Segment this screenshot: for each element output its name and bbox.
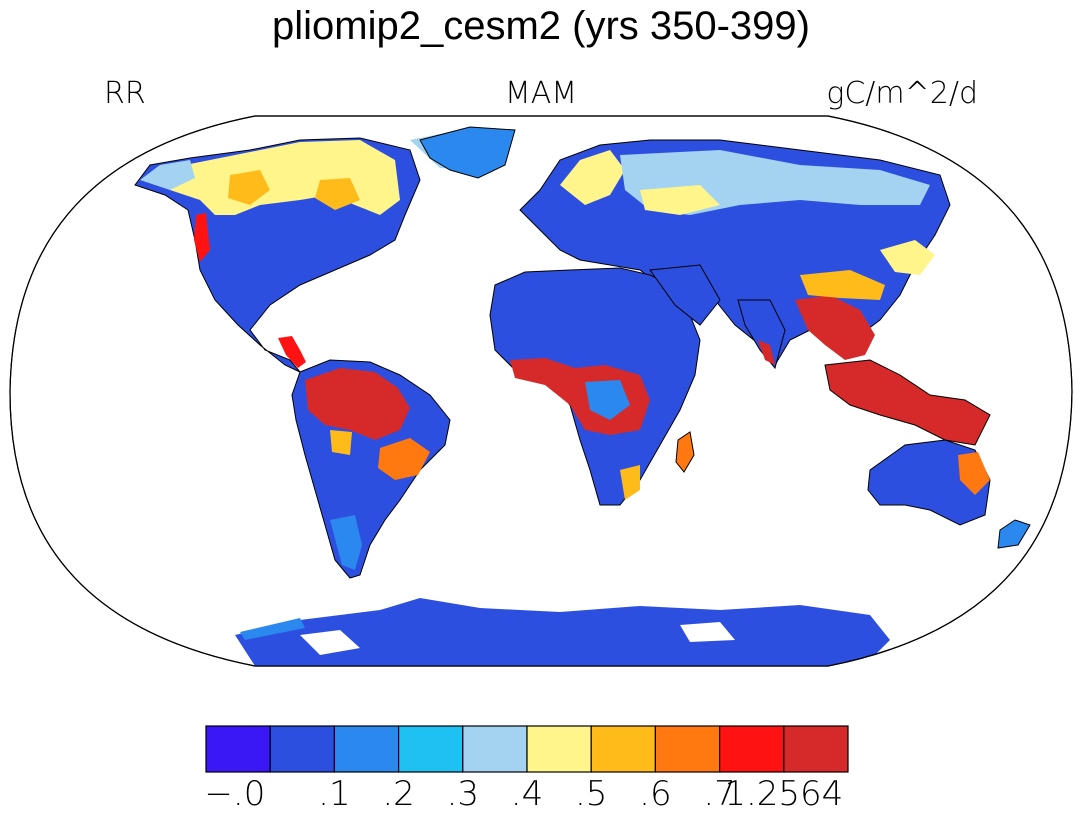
colorbar-swatch [590,725,657,773]
colorbar-tick-label: 1.2564 [724,774,844,814]
madagascar [675,431,695,473]
colorbar-tick-label: .1 [318,774,351,814]
antarctica-ice-white [300,622,735,655]
amazon-red [305,368,410,440]
russia-yellow [640,185,720,215]
season-label: MAM [504,76,578,111]
units-label: gC/m^2/d [826,76,978,111]
brazil-orange [378,438,430,480]
colorbar-swatch [462,725,528,773]
variable-label: RR [104,76,146,111]
patagonia [330,515,362,570]
india [737,299,786,370]
colorbar-tick-label: .6 [639,774,672,814]
scandinavia-yellow [560,150,625,205]
antarctica [235,598,890,666]
asia-southeast-red [795,295,875,360]
africa-congo-blue [585,380,630,420]
antarctica-edge-lightblue [240,618,305,640]
colorbar-swatch [718,725,785,773]
indonesia [824,359,991,446]
north-america-lightblue [140,128,515,190]
colorbar-swatch [398,725,464,773]
central-america [278,336,306,368]
east-asia-yellow [880,240,935,275]
colorbar-swatch [654,725,721,773]
colorbar-tick-label: .5 [574,774,608,814]
south-america-yellow [330,430,352,455]
colorbar-swatch [205,725,271,773]
colorbar-swatch [269,725,336,773]
africa-south-yellow [620,465,640,500]
colorbar-swatch [333,725,400,773]
india-west-red [758,340,775,365]
colorbar-tick-label: .7 [703,774,736,814]
west-coast-red [194,213,210,262]
colorbar-tick-label: .3 [446,774,480,814]
land-fields [134,126,1031,666]
greenland [419,126,516,179]
arabia [649,264,721,326]
asia-south-orange [800,270,885,300]
colorbar-swatch [526,725,592,773]
colorbar-tick-label: .2 [382,774,415,814]
colorbar-tick-label: −.0 [204,774,266,814]
colorbar-swatch [783,725,849,773]
plot-title: pliomip2_cesm2 (yrs 350-399) [271,4,810,48]
colorbar-tick-label: .4 [510,774,544,814]
australia-east-orange [958,452,990,495]
new-zealand [997,519,1031,549]
map-border [9,115,1073,667]
north-america-orange [228,170,360,210]
